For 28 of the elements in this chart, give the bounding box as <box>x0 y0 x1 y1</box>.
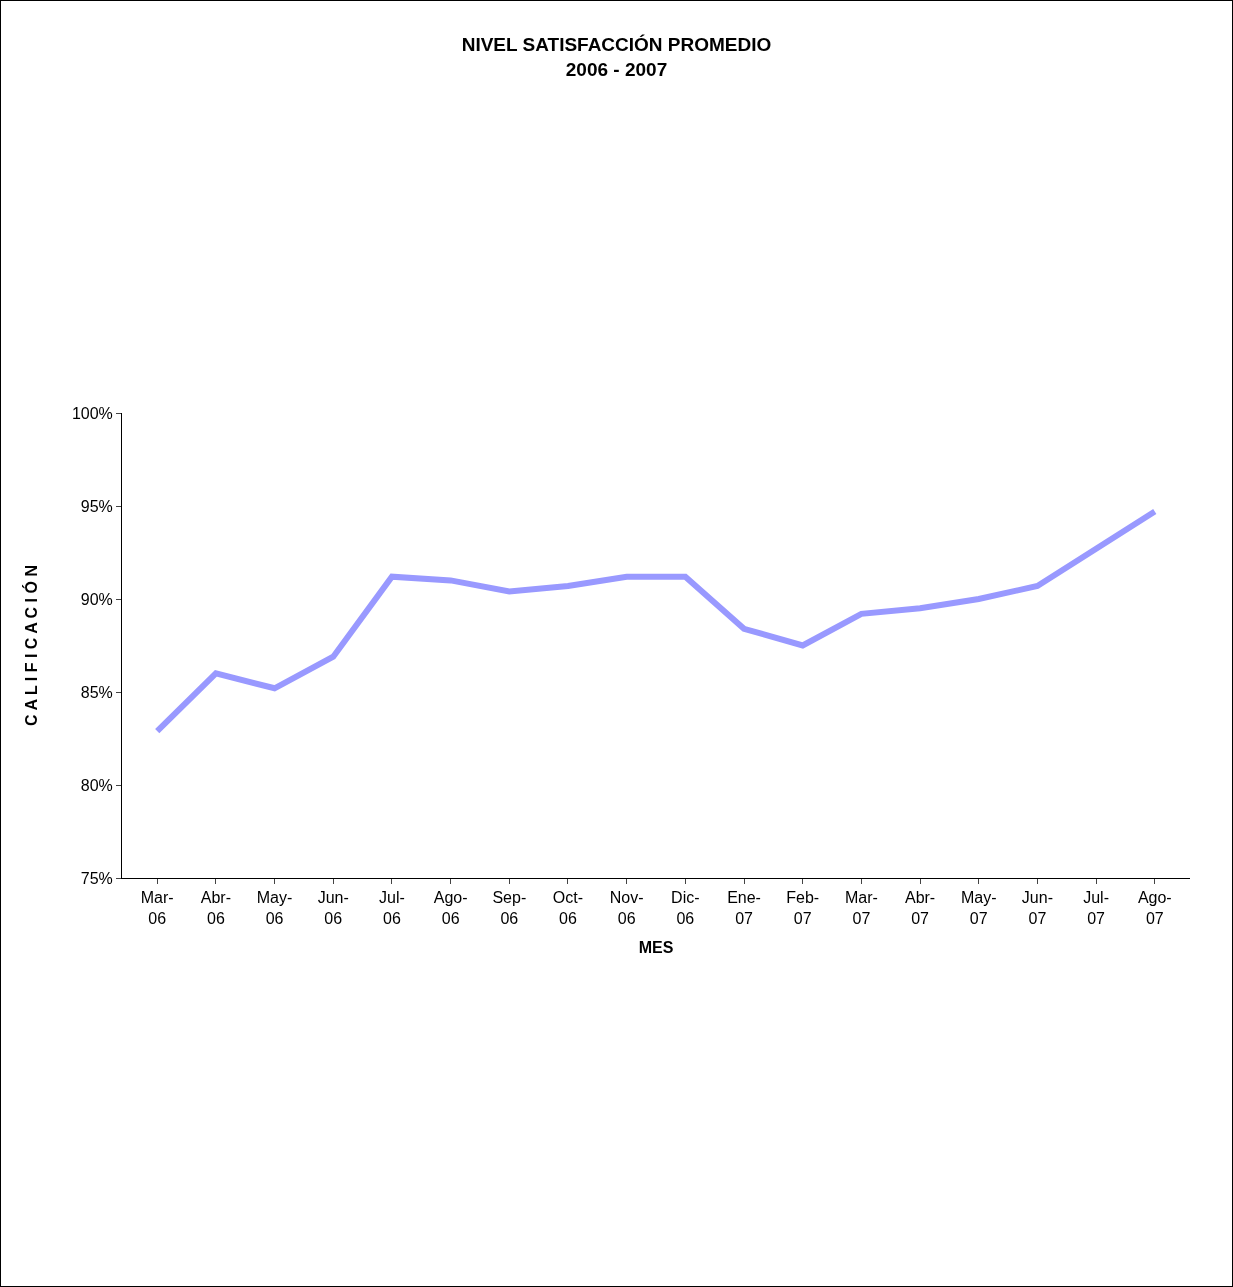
x-tick-label: Feb-07 <box>786 889 820 927</box>
x-tick-label: Mar-06 <box>140 889 174 927</box>
y-tick-label: 85% <box>80 683 113 701</box>
x-tick-label: Mar-07 <box>844 889 878 927</box>
x-tick-label: Ago-06 <box>433 889 468 927</box>
chart-title: NIVEL SATISFACCIÓN PROMEDIO <box>461 34 772 56</box>
y-tick-label: 80% <box>80 776 113 794</box>
x-tick-label: Jun-06 <box>317 889 349 927</box>
y-axis-title: C A L I F I C A C I Ó N <box>21 565 40 726</box>
y-tick-label: 75% <box>80 869 113 887</box>
x-axis-title: MES <box>638 938 674 956</box>
x-tick-label: May-06 <box>256 889 293 927</box>
x-tick-label: Dic-06 <box>671 889 700 927</box>
x-tick-label: Sep-06 <box>492 889 527 927</box>
y-tick-label: 95% <box>80 497 113 515</box>
y-tick-label: 90% <box>80 590 113 608</box>
x-tick-label: Ene-07 <box>727 889 761 927</box>
chart-subtitle: 2006 - 2007 <box>565 59 668 81</box>
x-tick-label: Oct-06 <box>552 889 584 927</box>
x-tick-label: Ago-07 <box>1137 889 1172 927</box>
x-tick-label: Nov-06 <box>609 889 644 927</box>
x-tick-label: May-07 <box>960 889 997 927</box>
x-tick-label: Abr-06 <box>200 889 232 927</box>
x-tick-label: Jul-07 <box>1083 889 1109 927</box>
x-tick-label: Jul-06 <box>379 889 405 927</box>
x-tick-label: Abr-07 <box>904 889 936 927</box>
y-tick-label: 100% <box>71 404 113 422</box>
x-tick-label: Jun-07 <box>1021 889 1053 927</box>
